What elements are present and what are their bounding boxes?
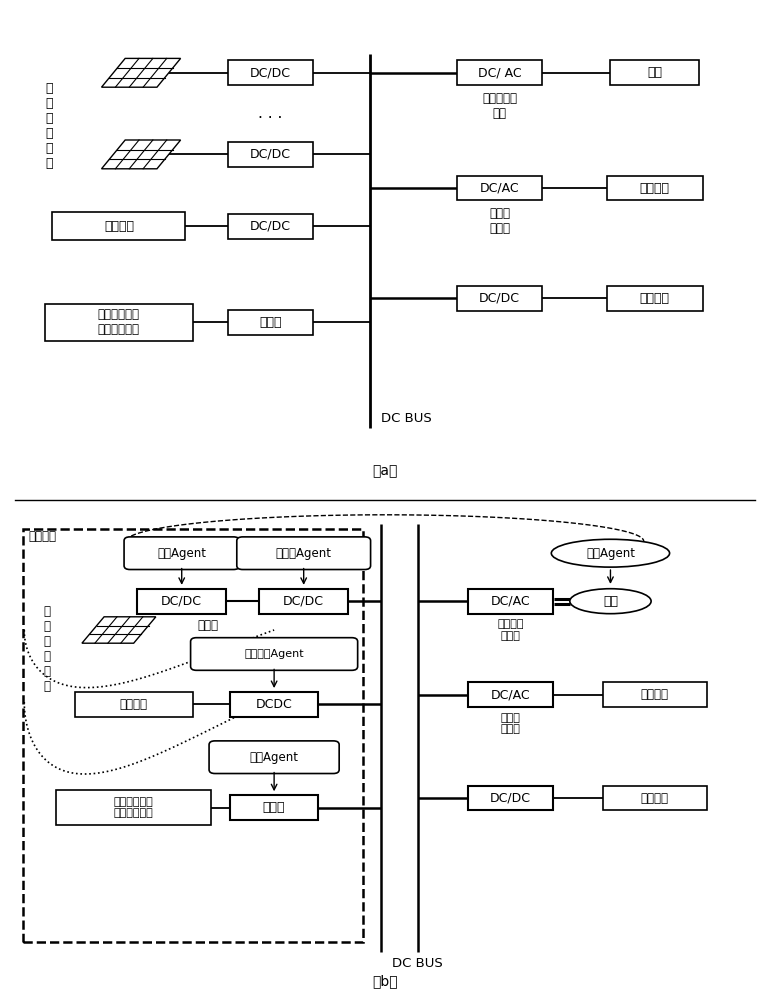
FancyBboxPatch shape (237, 537, 370, 570)
FancyBboxPatch shape (468, 589, 553, 614)
Text: 其他形式的分
布式发电单元: 其他形式的分 布式发电单元 (98, 308, 140, 336)
Text: 燃料电池: 燃料电池 (119, 698, 148, 711)
Text: 光
伏
电
池
阵
列: 光 伏 电 池 阵 列 (43, 605, 50, 693)
FancyBboxPatch shape (229, 795, 319, 820)
Text: DC/DC: DC/DC (283, 595, 324, 608)
FancyBboxPatch shape (457, 60, 542, 85)
Text: 独立型
逆变器: 独立型 逆变器 (489, 207, 510, 235)
FancyBboxPatch shape (259, 589, 348, 614)
Text: 变换器: 变换器 (263, 801, 286, 814)
Text: DC BUS: DC BUS (381, 412, 432, 425)
Polygon shape (82, 617, 156, 643)
Text: . . .: . . . (258, 106, 283, 121)
Text: DCDC: DCDC (256, 698, 293, 711)
FancyBboxPatch shape (209, 741, 339, 774)
Text: DC/DC: DC/DC (490, 792, 531, 804)
Text: 蓄电池Agent: 蓄电池Agent (276, 547, 332, 560)
Text: DC/DC: DC/DC (479, 292, 520, 305)
FancyBboxPatch shape (137, 589, 226, 614)
FancyBboxPatch shape (228, 310, 313, 335)
Text: 储能装置: 储能装置 (104, 220, 134, 233)
Text: 电网: 电网 (603, 595, 618, 608)
FancyBboxPatch shape (603, 682, 707, 707)
Text: 光伏Agent: 光伏Agent (157, 547, 206, 560)
FancyBboxPatch shape (191, 638, 357, 670)
Text: 交流负载: 交流负载 (641, 688, 669, 701)
Text: 蓄电池: 蓄电池 (197, 619, 218, 632)
Text: 直流负载: 直流负载 (640, 292, 670, 305)
FancyBboxPatch shape (457, 176, 542, 200)
FancyBboxPatch shape (45, 304, 192, 341)
FancyBboxPatch shape (75, 692, 192, 717)
FancyBboxPatch shape (468, 786, 553, 810)
FancyBboxPatch shape (607, 176, 703, 200)
Text: 通信线路: 通信线路 (28, 530, 57, 543)
Text: DC/DC: DC/DC (161, 595, 203, 608)
Text: DC/DC: DC/DC (250, 148, 291, 161)
FancyBboxPatch shape (607, 286, 703, 311)
Text: DC/ AC: DC/ AC (477, 66, 521, 79)
FancyBboxPatch shape (56, 790, 211, 825)
Text: 双模式型
逆变器: 双模式型 逆变器 (497, 619, 524, 641)
Text: 变换器: 变换器 (259, 316, 282, 329)
Text: DC/DC: DC/DC (250, 66, 291, 79)
Ellipse shape (551, 539, 670, 567)
Text: （b）: （b） (372, 974, 398, 988)
Polygon shape (102, 58, 181, 87)
FancyBboxPatch shape (228, 142, 313, 167)
FancyBboxPatch shape (229, 692, 319, 717)
Text: 交流负载: 交流负载 (640, 182, 670, 194)
Text: 直流负载: 直流负载 (641, 792, 669, 804)
Text: 电网Agent: 电网Agent (586, 547, 635, 560)
FancyBboxPatch shape (611, 60, 699, 85)
Text: DC/AC: DC/AC (480, 182, 520, 194)
Text: DC/AC: DC/AC (490, 688, 531, 701)
FancyBboxPatch shape (124, 537, 239, 570)
Text: （a）: （a） (373, 464, 397, 478)
FancyBboxPatch shape (603, 786, 707, 810)
Text: 电网: 电网 (648, 66, 662, 79)
FancyBboxPatch shape (228, 60, 313, 85)
FancyBboxPatch shape (228, 214, 313, 239)
Ellipse shape (570, 589, 651, 614)
Text: DC BUS: DC BUS (393, 957, 444, 970)
FancyBboxPatch shape (52, 212, 186, 240)
Text: DC/AC: DC/AC (490, 595, 531, 608)
Polygon shape (102, 140, 181, 169)
Text: 光
伏
电
池
阵
列: 光 伏 电 池 阵 列 (45, 82, 52, 170)
Text: 独立型
逆变器: 独立型 逆变器 (500, 713, 521, 734)
Text: 其它Agent: 其它Agent (249, 751, 299, 764)
Text: 燃料电池Agent: 燃料电池Agent (244, 649, 304, 659)
Text: DC/DC: DC/DC (250, 220, 291, 233)
FancyBboxPatch shape (457, 286, 542, 311)
Text: 双模式型逆
变器: 双模式型逆 变器 (482, 92, 517, 120)
Text: 其它形式的分
布式发电单元: 其它形式的分 布式发电单元 (114, 797, 153, 818)
FancyBboxPatch shape (468, 682, 553, 707)
